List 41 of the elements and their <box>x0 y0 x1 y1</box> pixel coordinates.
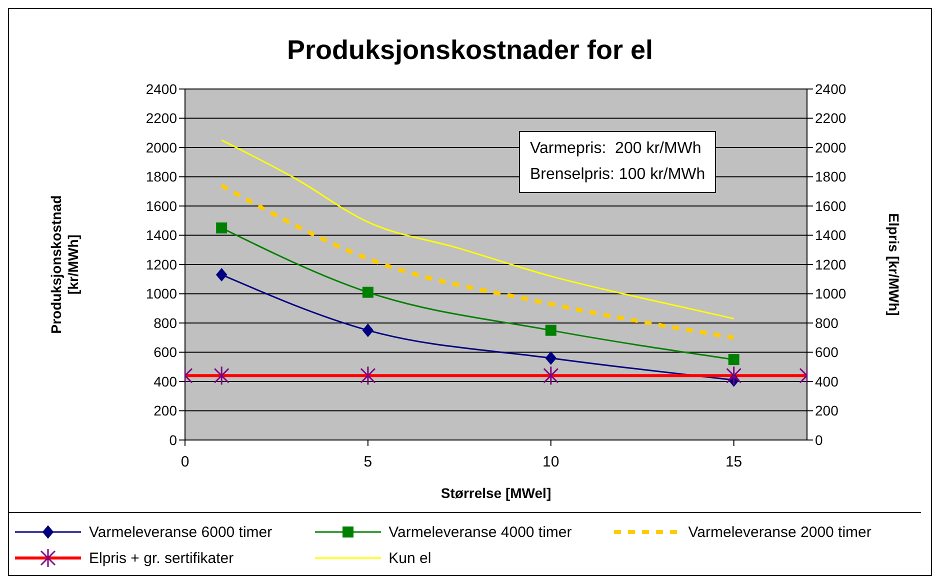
y-tick-label: 2200 <box>146 110 178 126</box>
y2-axis-title: Elpris [kr/MWh] <box>886 213 902 316</box>
y-tick-label: 1000 <box>146 286 178 302</box>
x-axis-title: Størrelse [MWel] <box>440 485 552 501</box>
y2-tick-label: 0 <box>815 432 823 448</box>
y2-tick-label: 600 <box>815 344 839 360</box>
y-tick-label: 1800 <box>146 168 178 185</box>
y2-tick-label: 2200 <box>815 110 846 126</box>
y-tick-label: 1600 <box>146 198 178 214</box>
x-tick-label: 15 <box>725 454 742 471</box>
y-tick-label: 0 <box>169 432 178 448</box>
y2-tick-label: 1800 <box>815 168 846 185</box>
y-tick-label: 800 <box>154 314 178 331</box>
legend-label: Varmeleveranse 2000 timer <box>688 524 872 540</box>
y2-tick-label: 1400 <box>815 227 846 244</box>
y-tick-label: 1400 <box>146 227 178 244</box>
x-tick-label: 5 <box>364 454 372 471</box>
x-tick-label: 10 <box>542 454 560 471</box>
y2-tick-label: 1000 <box>815 286 846 302</box>
x-tick-label: 0 <box>180 454 190 471</box>
y2-tick-label: 200 <box>815 402 839 419</box>
y2-tick-label: 800 <box>815 314 839 331</box>
y2-tick-label: 1200 <box>815 256 846 272</box>
y-tick-label: 200 <box>154 402 178 419</box>
annotation: Brenselpris: 100 kr/MWh <box>530 165 706 185</box>
chart-title: Produksjonskostnader for el <box>286 35 654 66</box>
legend-label: Varmeleveranse 6000 timer <box>89 524 272 540</box>
annotation: Varmepris: 200 kr/MWh <box>530 139 702 159</box>
legend-label: Varmeleveranse 4000 timer <box>388 524 572 540</box>
y-tick-label: 400 <box>154 373 178 390</box>
legend-label: Elpris + gr. sertifikater <box>89 550 234 566</box>
y-tick-label: 2400 <box>146 80 178 97</box>
y-tick-label: 1200 <box>146 256 178 272</box>
y-tick-label: 2000 <box>146 139 178 156</box>
y-axis-title: Produksjonskostnad [kr/MWh] <box>48 195 81 334</box>
y2-tick-label: 1600 <box>815 198 846 214</box>
legend-label: Kun el <box>388 550 432 566</box>
y2-tick-label: 400 <box>815 373 839 390</box>
y-tick-label: 600 <box>154 344 178 360</box>
y2-tick-label: 2000 <box>815 139 846 156</box>
y2-tick-label: 2400 <box>815 80 846 97</box>
